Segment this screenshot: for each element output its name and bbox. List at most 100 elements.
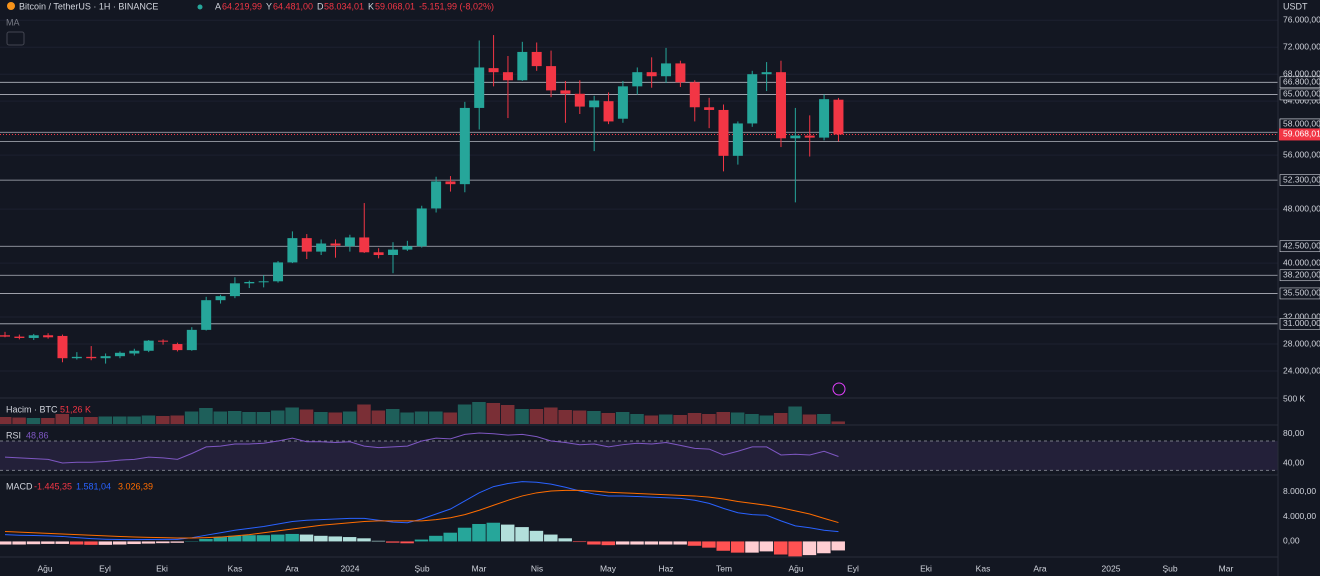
candle-body (344, 237, 355, 247)
macd-histogram (630, 541, 644, 545)
macd-histogram (558, 538, 572, 542)
candle-body (531, 51, 542, 67)
candle-body (833, 99, 844, 135)
macd-histogram (457, 527, 472, 542)
grid (0, 19, 1320, 558)
volume-bar (213, 411, 228, 424)
volume-bar (615, 412, 630, 424)
volume-bar (271, 410, 285, 424)
volume-bar (486, 403, 501, 424)
candle-body (632, 72, 643, 87)
level-label: 65.000,00 (1283, 89, 1320, 99)
status-dot (197, 4, 203, 10)
volume-bar (687, 413, 702, 424)
volume-bar (673, 415, 687, 424)
macd-histogram (299, 534, 314, 542)
time-label: Eki (156, 563, 168, 573)
candle-body (201, 300, 212, 330)
macd-histogram (429, 535, 443, 542)
y-tick-label: 48.000,00 (1283, 203, 1320, 213)
volume-bar (41, 418, 55, 424)
volume-bar (256, 412, 271, 424)
indicator-ma[interactable]: MA (6, 17, 20, 27)
time-label: 2025 (1102, 563, 1121, 573)
volume-bar (644, 415, 659, 424)
symbol[interactable]: Bitcoin / TetherUS · 1H · BINANCE (19, 1, 158, 11)
volume-bar (443, 412, 457, 424)
macd-histogram (342, 537, 357, 542)
macd-legend: MACD (6, 481, 33, 491)
plot: Hacim · BTC 51,26 K RSI 48,86 MACD -1.445,35 1… (0, 35, 1278, 557)
volume-bar (587, 411, 601, 424)
level-label-box (1279, 76, 1320, 89)
macd-histogram (199, 538, 213, 542)
y-tick-label: 56.000,00 (1283, 149, 1320, 159)
y-tick-label: 80,00 (1283, 428, 1305, 438)
y-tick-label: 24.000,00 (1283, 365, 1320, 375)
ohlc-key: Y (266, 1, 272, 11)
candle-body (459, 107, 470, 185)
macd-histogram (385, 541, 400, 543)
volume-bar (759, 415, 774, 424)
candle-body (445, 181, 456, 185)
macd-histogram (256, 535, 271, 542)
macd-histogram (127, 541, 141, 545)
volume-bar (170, 415, 184, 424)
macd-histogram (817, 541, 831, 554)
volume-bar (773, 413, 788, 424)
volume-bar (702, 414, 716, 424)
macd-histogram (615, 541, 630, 545)
ohlc-value: 64.481,00 (273, 1, 313, 11)
time-label: Ağu (788, 563, 803, 573)
volume-bar (414, 411, 429, 424)
macd-histogram (0, 541, 12, 545)
candle-body (761, 72, 772, 75)
volume-bar (529, 409, 544, 424)
macd-histogram (831, 541, 845, 551)
candle-body (129, 350, 140, 354)
candle-body (186, 329, 197, 351)
macd-histogram (759, 541, 774, 552)
rsi-band (0, 441, 1278, 471)
macd-value: 3.026,39 (118, 481, 153, 491)
volume-bar (730, 412, 745, 424)
y-tick-label: 500 K (1283, 393, 1306, 403)
last-price-box (1279, 128, 1320, 141)
candle-body (57, 335, 68, 359)
ohlc-value: 64.219,99 (222, 1, 262, 11)
macd-histogram (443, 532, 457, 542)
macd-histogram (55, 541, 69, 544)
volume-bar (659, 414, 673, 424)
collapse-button[interactable] (6, 31, 25, 46)
candle-body (244, 281, 255, 284)
alert-icon[interactable] (832, 382, 846, 396)
candle-body (661, 63, 672, 77)
y-tick-label: 40,00 (1283, 457, 1305, 467)
candle-body (775, 72, 786, 139)
candle-body (718, 109, 729, 156)
macd-histogram (544, 534, 558, 542)
time-label: Eki (920, 563, 932, 573)
macd-histogram (12, 541, 26, 545)
volume-bar (817, 414, 831, 424)
y-tick-label: 76.000,00 (1283, 14, 1320, 24)
volume-bar (227, 411, 242, 424)
candle-body (704, 107, 715, 110)
level-label: 35.500,00 (1283, 288, 1320, 298)
candle-body (273, 262, 284, 282)
macd-histogram (400, 541, 414, 544)
time-label: Ara (285, 563, 299, 573)
candle-body (732, 123, 743, 156)
volume-bar (385, 409, 400, 424)
y-tick-label: 68.000,00 (1283, 68, 1320, 78)
volume-bar (12, 417, 26, 424)
volume-bar (285, 407, 299, 424)
currency[interactable]: USDT (1283, 1, 1308, 11)
ohlc-value: 59.068,01 (375, 1, 415, 11)
level-label-box (1279, 317, 1320, 330)
macd-signal (4, 489, 839, 539)
macd-histogram (112, 541, 127, 545)
time-label: Kas (228, 563, 243, 573)
macd-histogram (227, 535, 242, 542)
candle-body (172, 344, 183, 351)
